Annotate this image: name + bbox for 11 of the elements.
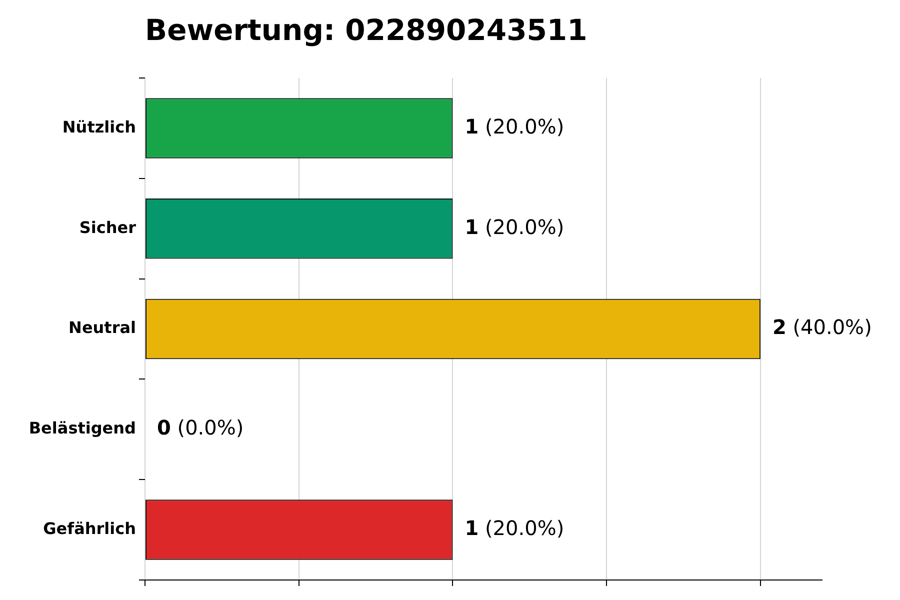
y-tick-label: Neutral <box>68 318 136 338</box>
y-tick-label: Gefährlich <box>43 518 136 538</box>
data-label: 1 (20.0%) <box>464 114 564 138</box>
y-tick-label: Belästigend <box>28 418 136 438</box>
y-tick-label: Nützlich <box>62 117 136 136</box>
data-label: 1 (20.0%) <box>464 214 564 239</box>
data-label: 1 (20.0%) <box>464 516 564 540</box>
chart-title: Bewertung: 022890243511 <box>145 13 588 47</box>
y-tick-label: Sicher <box>79 218 136 237</box>
data-label: 0 (0.0%) <box>157 416 244 440</box>
data-label: 2 (40.0%) <box>772 315 872 340</box>
